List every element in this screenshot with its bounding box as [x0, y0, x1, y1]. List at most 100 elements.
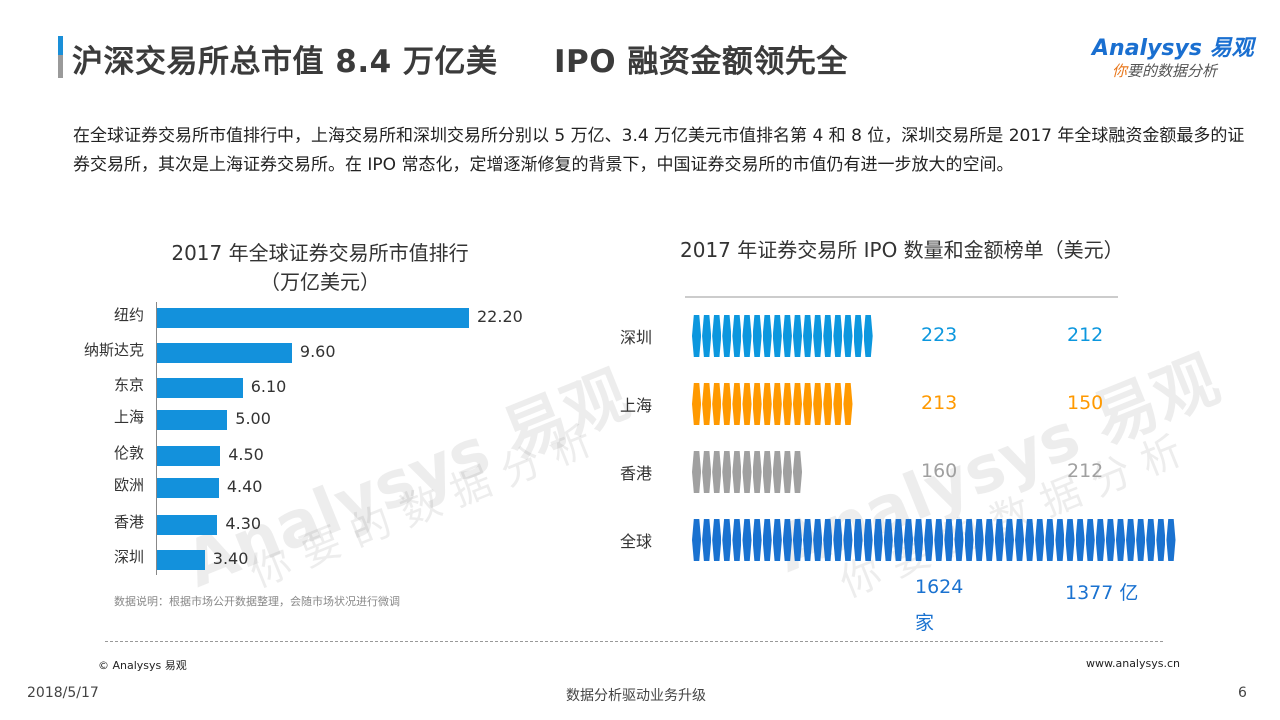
- pictogram-unit: [772, 519, 783, 561]
- pictogram-unit: [843, 315, 853, 357]
- count-unit: 家: [915, 612, 935, 634]
- page-number: 6: [1238, 685, 1247, 701]
- pictogram-unit: [924, 519, 934, 561]
- pictogram-unit: [712, 451, 722, 493]
- category-label: 香港: [113, 513, 144, 531]
- ipo-amount: 1377 亿: [1065, 582, 1139, 604]
- pictogram-unit: [732, 315, 742, 357]
- pictogram-unit: [782, 383, 793, 425]
- category-label: 纽约: [113, 306, 144, 324]
- pictogram-unit: [762, 315, 773, 357]
- category-label: 伦敦: [113, 444, 144, 462]
- pictogram-unit: [692, 519, 702, 561]
- pictogram-unit: [964, 519, 975, 561]
- ipo-count: 223: [921, 324, 958, 346]
- website[interactable]: www.analysys.cn: [1086, 657, 1180, 670]
- pictogram-unit: [954, 519, 964, 561]
- pictogram-unit: [833, 315, 843, 357]
- pictogram-unit: [893, 519, 904, 561]
- pictogram-unit: [702, 451, 712, 493]
- pictogram-unit: [702, 383, 712, 425]
- bar: [157, 343, 292, 363]
- category-label: 东京: [113, 376, 144, 394]
- pictogram-unit: [994, 519, 1005, 561]
- bar: [157, 446, 221, 466]
- pictogram-unit: [1025, 519, 1035, 561]
- pictogram-unit: [1015, 519, 1025, 561]
- pictogram-unit: [712, 519, 722, 561]
- pictogram-unit: [803, 315, 813, 357]
- pictogram-unit: [823, 383, 833, 425]
- pictogram-unit: [782, 519, 793, 561]
- exchange-label: 香港: [620, 464, 653, 483]
- ipo-amount: 212: [1067, 324, 1104, 346]
- pictogram-bar: [692, 519, 1177, 561]
- pictogram-unit: [903, 519, 914, 561]
- exchange-label: 全球: [620, 532, 653, 551]
- category-label: 欧洲: [113, 476, 144, 494]
- pictogram-unit: [1045, 519, 1055, 561]
- pictogram-unit: [863, 315, 874, 357]
- exchange-label: 深圳: [620, 328, 653, 347]
- pictogram-unit: [732, 383, 742, 425]
- bar: [157, 410, 228, 430]
- pictogram-unit: [722, 383, 732, 425]
- footer-slogan: 数据分析驱动业务升级: [566, 688, 706, 704]
- pictogram-unit: [752, 315, 763, 357]
- pictogram-unit: [742, 451, 752, 493]
- pictogram-unit: [712, 383, 722, 425]
- category-label: 纳斯达克: [83, 341, 144, 359]
- pictogram-unit: [722, 451, 732, 493]
- pictogram-unit: [742, 383, 752, 425]
- pictogram-unit: [974, 519, 985, 561]
- pictogram-unit: [1065, 519, 1075, 561]
- value-label: 4.50: [228, 445, 264, 464]
- pictogram-unit: [1115, 519, 1126, 561]
- ipo-count: 160: [921, 460, 958, 482]
- pictogram-unit: [944, 519, 954, 561]
- value-label: 3.40: [212, 549, 249, 568]
- pictogram-unit: [813, 315, 823, 357]
- ipo-amount: 150: [1067, 392, 1104, 414]
- pictogram-unit: [752, 519, 763, 561]
- y-axis-line: [156, 302, 157, 575]
- pictogram-unit: [843, 519, 853, 561]
- market-cap-chart-title: 2017 年全球证券交易所市值排行 （万亿美元）: [170, 238, 470, 297]
- pictogram-unit: [722, 315, 732, 357]
- pictogram-unit: [762, 383, 773, 425]
- category-label: 上海: [113, 408, 144, 426]
- pictogram-unit: [833, 519, 843, 561]
- pictogram-unit: [873, 519, 884, 561]
- pictogram-unit: [803, 519, 813, 561]
- pictogram-unit: [853, 519, 864, 561]
- pictogram-bar: [692, 315, 874, 357]
- date: 2018/5/17: [27, 685, 99, 701]
- pictogram-unit: [752, 451, 763, 493]
- pictogram-unit: [762, 451, 773, 493]
- pictogram-unit: [833, 383, 843, 425]
- logo-slogan-first: 你: [1112, 62, 1128, 80]
- pictogram-unit: [883, 519, 894, 561]
- intro-paragraph: 在全球证券交易所市值排行中，上海交易所和深圳交易所分别以 5 万亿、3.4 万亿…: [73, 126, 1245, 175]
- footer-divider: [105, 641, 1163, 642]
- ipo-amount: 212: [1067, 460, 1104, 482]
- value-label: 4.40: [226, 477, 263, 496]
- value-label: 6.10: [250, 377, 287, 396]
- pictogram-unit: [762, 519, 773, 561]
- pictogram-unit: [772, 383, 783, 425]
- pictogram-unit: [823, 315, 833, 357]
- pictogram-unit: [752, 383, 763, 425]
- pictogram-unit: [843, 383, 853, 425]
- ipo-count: 213: [921, 392, 958, 414]
- ipo-chart-rule: [685, 296, 1118, 298]
- pictogram-bar: [692, 383, 854, 425]
- value-label: 5.00: [235, 409, 271, 428]
- pictogram-unit: [934, 519, 944, 561]
- pictogram-unit: [863, 519, 874, 561]
- pictogram-unit: [792, 383, 803, 425]
- pictogram-unit: [782, 451, 793, 493]
- logo-slogan-rest: 要的数据分析: [1127, 62, 1218, 80]
- logo: Analysys 易观: [1092, 36, 1254, 61]
- pictogram-unit: [792, 519, 803, 561]
- pictogram-bar: [692, 451, 803, 493]
